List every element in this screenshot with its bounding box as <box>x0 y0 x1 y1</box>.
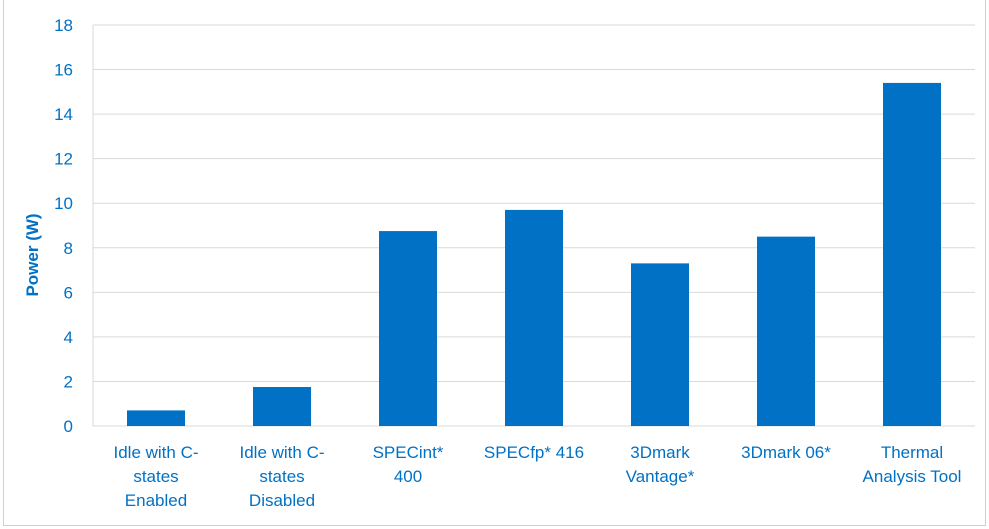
x-category-label-line: states <box>133 467 178 486</box>
x-category-label: SPECint* 400 <box>373 443 444 486</box>
chart-frame <box>3 0 986 526</box>
bars <box>127 82 941 426</box>
x-category-label: 3Dmark Vantage* <box>626 443 695 486</box>
x-category-label: SPECfp* 416 <box>484 443 584 462</box>
x-category-label: 3Dmark 06* <box>741 443 831 462</box>
bar-0 <box>127 410 185 426</box>
x-category-label-line: states <box>259 467 304 486</box>
x-category-label: Idle with C-states Enabled <box>113 443 198 510</box>
bar-6 <box>883 82 941 426</box>
y-tick-labels: 0 2 4 6 8 10 12 14 16 18 <box>54 16 73 436</box>
x-category-label-line: 400 <box>394 467 422 486</box>
x-category-label-line: SPECint* <box>373 443 444 462</box>
x-category-label-line: 3Dmark 06* <box>741 443 831 462</box>
x-category-label-line: Thermal <box>881 443 943 462</box>
x-category-label: Idle with C-states Disabled <box>239 443 324 510</box>
bar-4 <box>631 263 689 426</box>
x-category-label-line: 3Dmark <box>630 443 690 462</box>
y-tick-label: 6 <box>64 283 73 302</box>
y-tick-label: 10 <box>54 194 73 213</box>
y-axis-title: Power (W) <box>23 213 42 296</box>
bar-2 <box>379 231 437 426</box>
bar-1 <box>253 387 311 426</box>
x-category-label-line: Idle with C- <box>239 443 324 462</box>
y-tick-label: 18 <box>54 16 73 35</box>
bar-5 <box>757 236 815 426</box>
x-category-label-line: Disabled <box>249 491 315 510</box>
x-category-label-line: Enabled <box>125 491 187 510</box>
y-tick-label: 4 <box>64 328 73 347</box>
y-tick-label: 8 <box>64 239 73 258</box>
y-tick-label: 12 <box>54 150 73 169</box>
y-tick-label: 0 <box>64 417 73 436</box>
y-tick-label: 16 <box>54 61 73 80</box>
y-tick-label: 14 <box>54 105 73 124</box>
y-tick-label: 2 <box>64 372 73 391</box>
x-category-label-line: Vantage* <box>626 467 695 486</box>
x-category-label-line: Idle with C- <box>113 443 198 462</box>
x-category-label: Thermal Analysis Tool <box>863 443 962 486</box>
bar-3 <box>505 209 563 426</box>
x-category-label-line: Analysis Tool <box>863 467 962 486</box>
x-category-label-line: SPECfp* 416 <box>484 443 584 462</box>
